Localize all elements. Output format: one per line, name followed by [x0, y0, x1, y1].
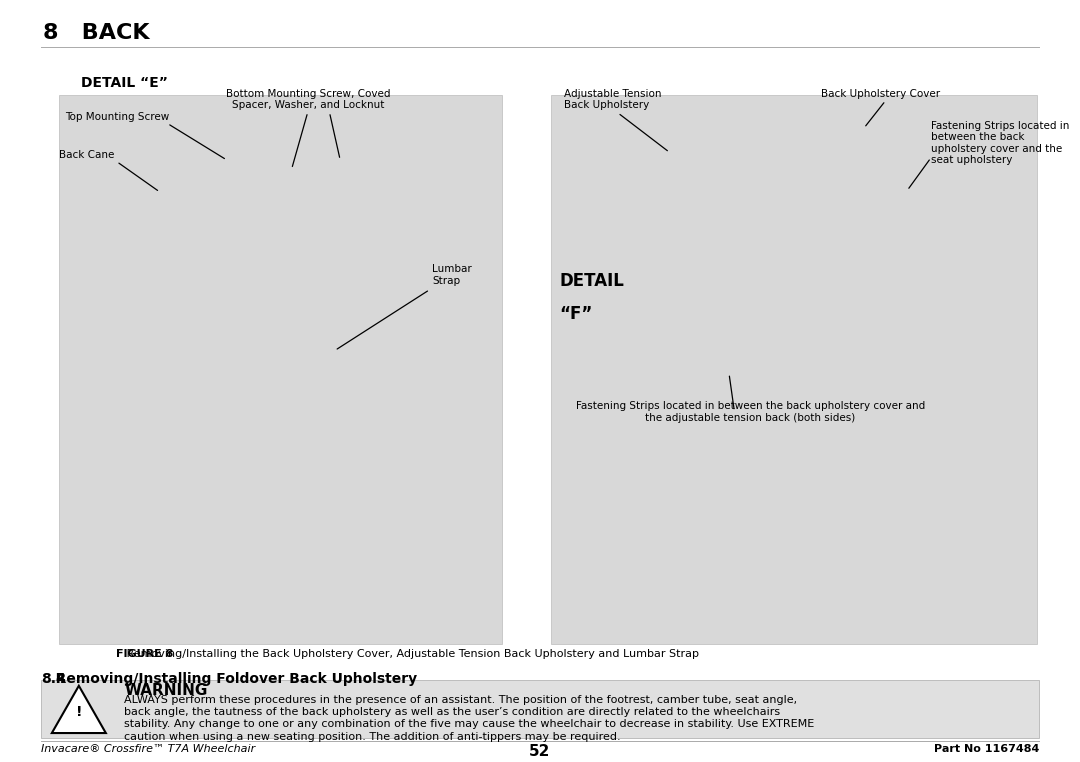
Text: Fastening Strips located in: Fastening Strips located in: [931, 121, 1069, 131]
Text: DETAIL: DETAIL: [559, 271, 624, 290]
Text: Invacare® Crossfire™ T7A Wheelchair: Invacare® Crossfire™ T7A Wheelchair: [41, 744, 255, 754]
Text: Part No 1167484: Part No 1167484: [933, 744, 1039, 754]
Text: 8   BACK: 8 BACK: [43, 23, 150, 43]
Text: FIGURE 8: FIGURE 8: [116, 649, 173, 659]
Text: caution when using a new seating position. The addition of anti-tippers may be r: caution when using a new seating positio…: [124, 732, 621, 741]
Text: “F”: “F”: [559, 305, 593, 323]
Bar: [59, 95, 502, 644]
Text: Fastening Strips located in between the back upholstery cover and: Fastening Strips located in between the …: [576, 402, 926, 411]
Text: 8.4: 8.4: [41, 672, 66, 686]
Text: Back Cane: Back Cane: [59, 150, 114, 160]
Bar: [41, 680, 1039, 738]
Text: ALWAYS perform these procedures in the presence of an assistant. The position of: ALWAYS perform these procedures in the p…: [124, 695, 797, 705]
Text: upholstery cover and the: upholstery cover and the: [931, 144, 1063, 154]
Text: WARNING: WARNING: [124, 683, 207, 698]
Bar: [551, 95, 1037, 644]
Text: between the back: between the back: [931, 133, 1025, 142]
Text: DETAIL “E”: DETAIL “E”: [81, 76, 167, 90]
Text: back angle, the tautness of the back upholstery as well as the user’s condition : back angle, the tautness of the back uph…: [124, 707, 781, 717]
Text: Strap: Strap: [432, 276, 460, 286]
Polygon shape: [52, 686, 106, 733]
Text: !: !: [76, 705, 82, 719]
Text: Back Upholstery: Back Upholstery: [564, 101, 649, 110]
Text: stability. Any change to one or any combination of the five may cause the wheelc: stability. Any change to one or any comb…: [124, 719, 814, 729]
Text: 52: 52: [529, 744, 551, 759]
Text: Lumbar: Lumbar: [432, 264, 472, 274]
Text: Bottom Mounting Screw, Coved: Bottom Mounting Screw, Coved: [226, 89, 390, 99]
Text: seat upholstery: seat upholstery: [931, 155, 1012, 165]
Text: Removing/Installing Foldover Back Upholstery: Removing/Installing Foldover Back Uphols…: [41, 672, 417, 686]
Text: Back Upholstery Cover: Back Upholstery Cover: [821, 89, 940, 99]
Text: Adjustable Tension: Adjustable Tension: [564, 89, 661, 99]
Text: Top Mounting Screw: Top Mounting Screw: [65, 112, 170, 122]
Text: the adjustable tension back (both sides): the adjustable tension back (both sides): [646, 413, 855, 423]
Text: Removing/Installing the Back Upholstery Cover, Adjustable Tension Back Upholster: Removing/Installing the Back Upholstery …: [116, 649, 699, 659]
Text: Spacer, Washer, and Locknut: Spacer, Washer, and Locknut: [231, 101, 384, 110]
